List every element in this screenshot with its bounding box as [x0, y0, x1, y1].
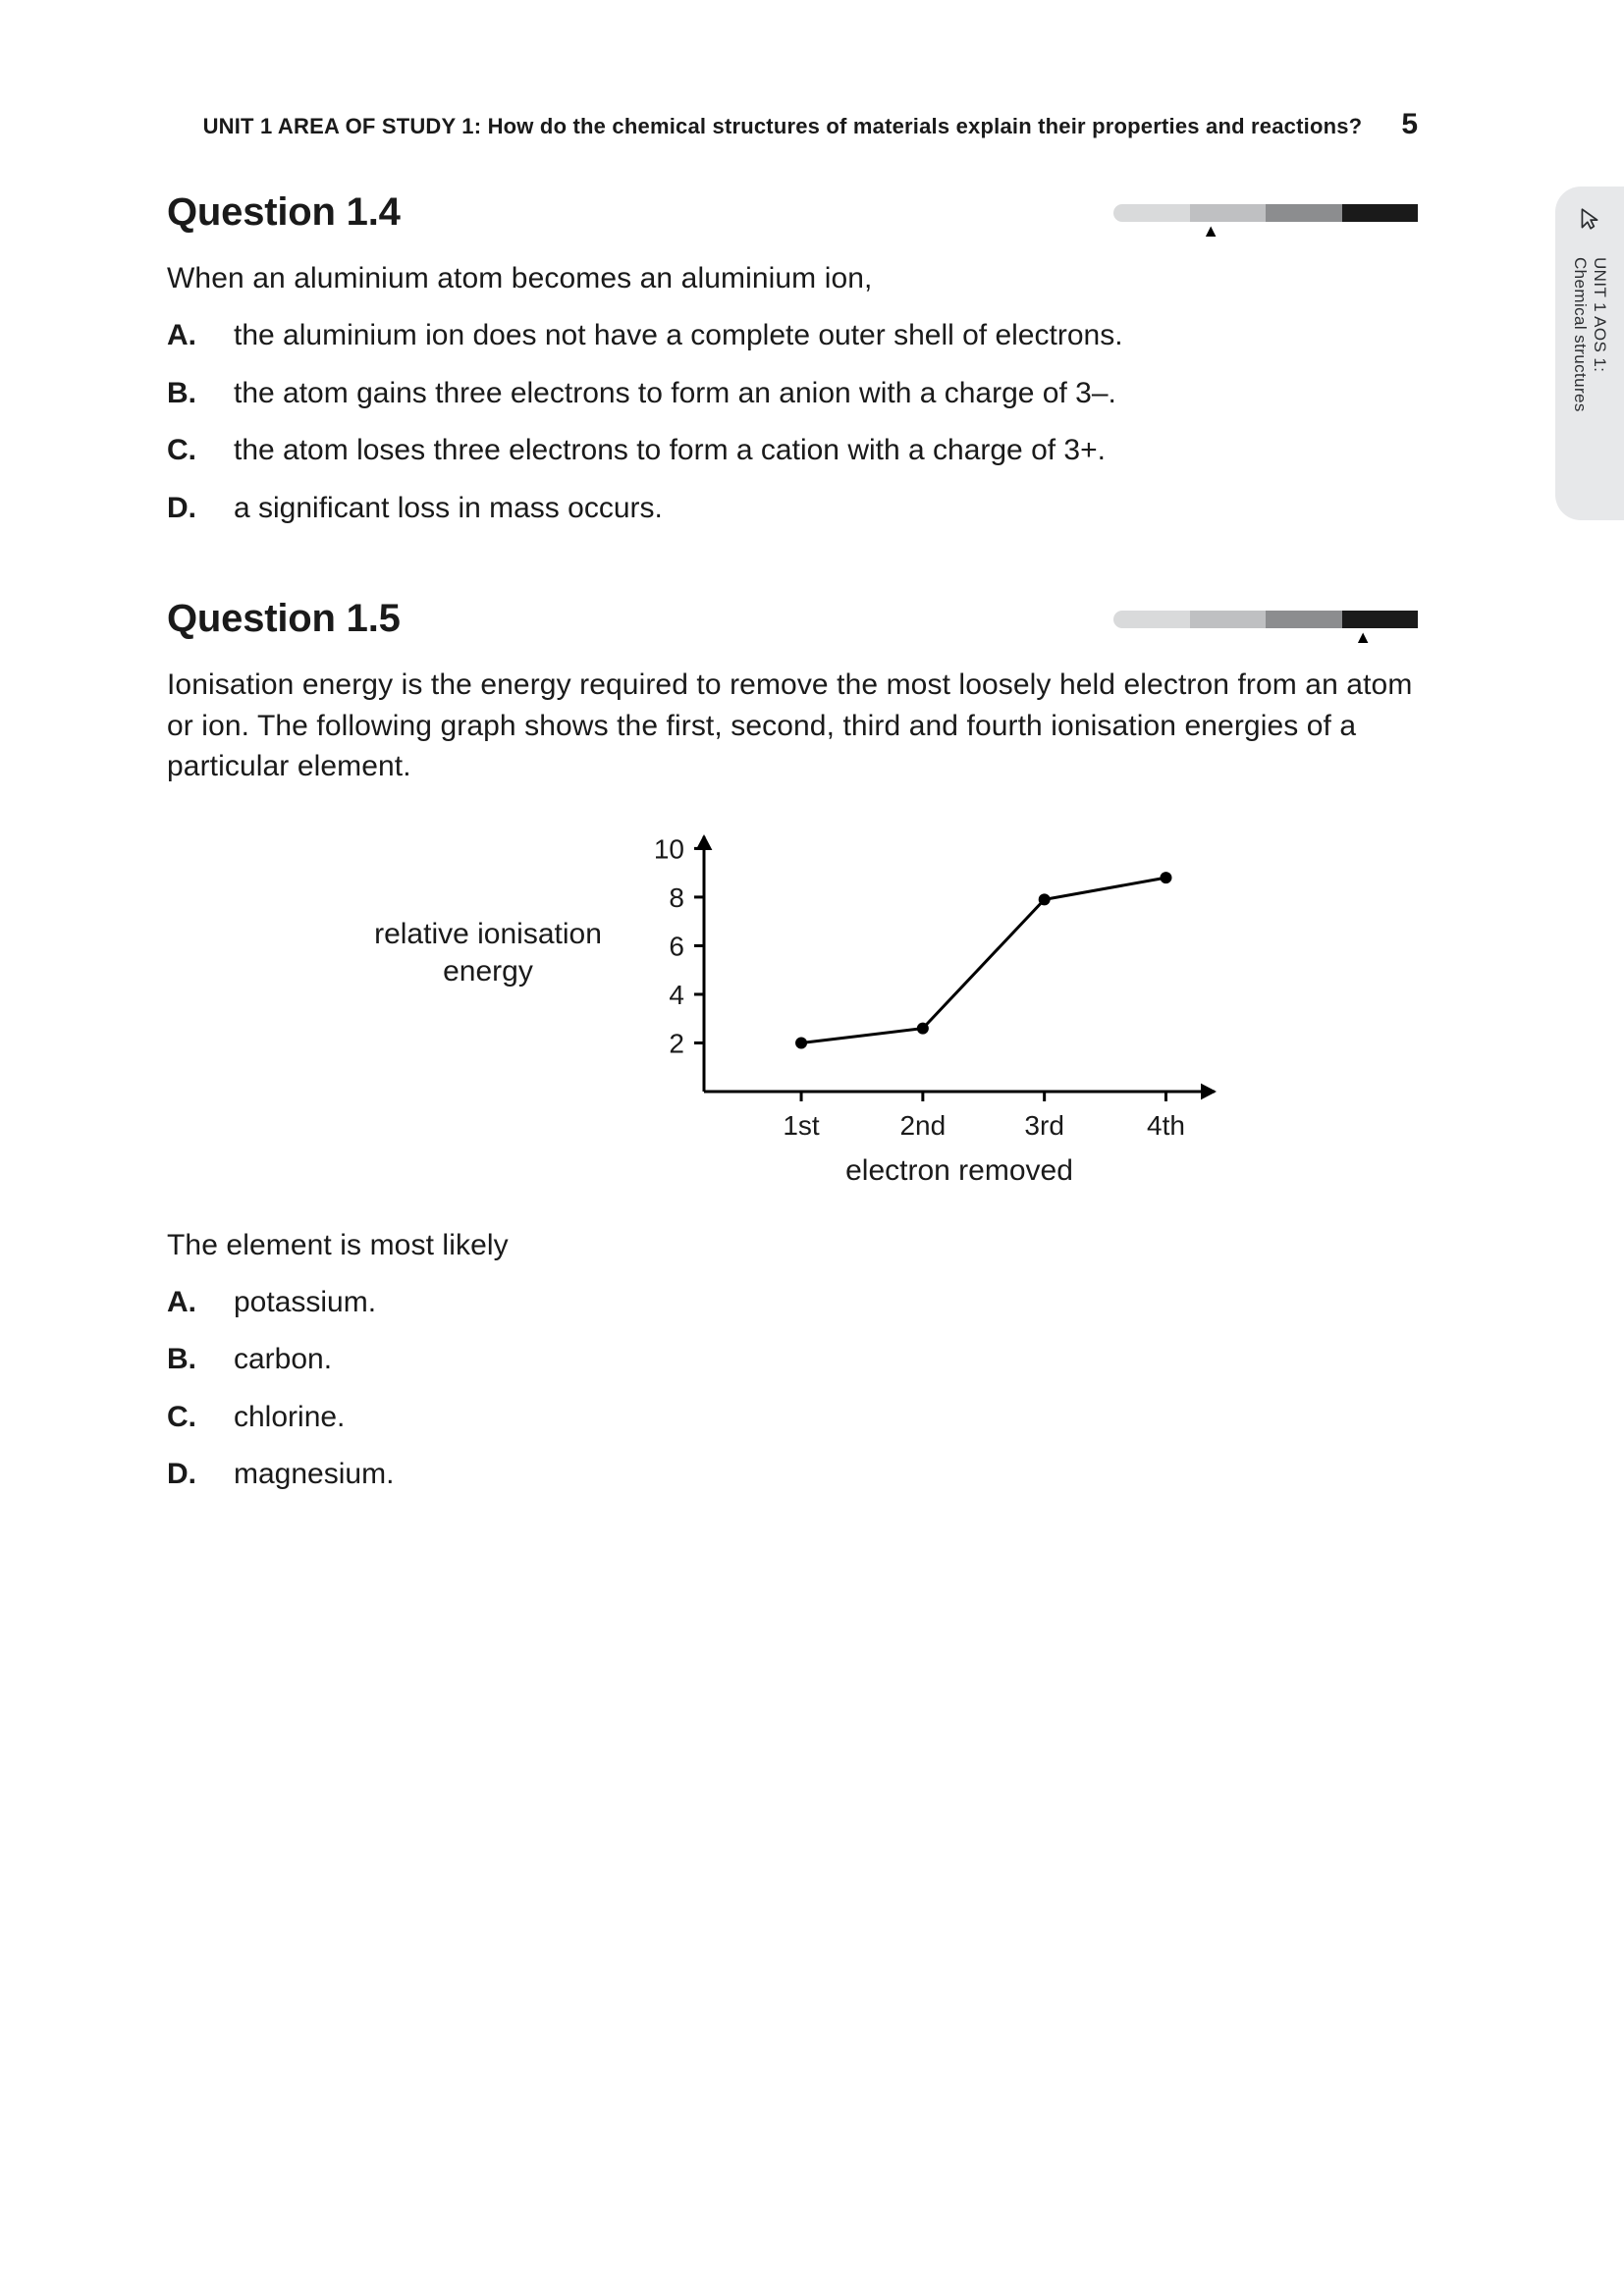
- chart-data-point: [795, 1037, 807, 1048]
- x-tick-label: 2nd: [899, 1110, 946, 1141]
- choice-label: C.: [167, 431, 200, 471]
- page: UNIT 1 AREA OF STUDY 1: How do the chemi…: [0, 0, 1624, 2296]
- choice-label: A.: [167, 316, 200, 356]
- choice[interactable]: B. the atom gains three electrons to form…: [167, 374, 1418, 414]
- cursor-icon: [1577, 206, 1602, 232]
- chart-series-line: [801, 878, 1165, 1042]
- y-tick-label: 6: [669, 931, 684, 961]
- choice-text: chlorine.: [234, 1398, 345, 1438]
- ionisation-chart: relative ionisation energy 2 4 6 8 10 1st 2nd 3rd…: [331, 817, 1254, 1190]
- y-tick-label: 10: [654, 833, 684, 864]
- choice[interactable]: A. the aluminium ion does not have a comp…: [167, 316, 1418, 356]
- choice-text: the atom gains three electrons to form a…: [234, 374, 1116, 414]
- question-block: Question 1.5 ▲ Ionisation energy is the en…: [167, 597, 1418, 1495]
- question-header-row: Question 1.4 ▲: [167, 190, 1418, 235]
- difficulty-segment: [1113, 611, 1190, 628]
- chart-container: relative ionisation energy 2 4 6 8 10 1st 2nd 3rd…: [167, 817, 1418, 1190]
- difficulty-bar: ▲: [1113, 204, 1418, 222]
- difficulty-segment: [1342, 611, 1419, 628]
- difficulty-segment: [1266, 204, 1342, 222]
- difficulty-marker: ▲: [1354, 628, 1372, 646]
- choice-text: potassium.: [234, 1283, 376, 1323]
- difficulty-segment: [1190, 204, 1267, 222]
- choice[interactable]: D. magnesium.: [167, 1455, 1418, 1495]
- y-tick-label: 8: [669, 881, 684, 912]
- choice-text: the aluminium ion does not have a comple…: [234, 316, 1123, 356]
- difficulty-bar: ▲: [1113, 611, 1418, 628]
- x-tick-label: 1st: [783, 1110, 820, 1141]
- side-tab-label: UNIT 1 AOS 1: Chemical structures: [1570, 257, 1609, 412]
- choice-label: B.: [167, 374, 200, 414]
- page-number: 5: [1401, 108, 1418, 141]
- choice-label: D.: [167, 1455, 200, 1495]
- y-tick-label: 2: [669, 1028, 684, 1058]
- choice-label: D.: [167, 489, 200, 529]
- x-tick-label: 4th: [1147, 1110, 1185, 1141]
- difficulty-segment: [1113, 204, 1190, 222]
- choice-text: carbon.: [234, 1340, 332, 1380]
- choice-list: A. potassium. B. carbon. C. chlorine. D. magnes…: [167, 1283, 1418, 1495]
- chart-data-point: [1160, 872, 1171, 883]
- choice-list: A. the aluminium ion does not have a comp…: [167, 316, 1418, 528]
- running-title: UNIT 1 AREA OF STUDY 1: How do the chemi…: [203, 114, 1363, 139]
- side-tab: UNIT 1 AOS 1: Chemical structures: [1555, 187, 1624, 520]
- questions-container: Question 1.4 ▲ When an aluminium atom beco…: [167, 190, 1418, 1495]
- chart-y-label-line1: relative ionisation: [374, 918, 602, 950]
- chart-data-point: [1039, 893, 1051, 905]
- choice-label: B.: [167, 1340, 200, 1380]
- difficulty-marker: ▲: [1202, 222, 1219, 240]
- question-stem: Ionisation energy is the energy required…: [167, 665, 1418, 786]
- choice[interactable]: D. a significant loss in mass occurs.: [167, 489, 1418, 529]
- choice[interactable]: C. chlorine.: [167, 1398, 1418, 1438]
- x-tick-label: 3rd: [1024, 1110, 1063, 1141]
- difficulty-segment: [1190, 611, 1267, 628]
- question-block: Question 1.4 ▲ When an aluminium atom beco…: [167, 190, 1418, 528]
- difficulty-segment: [1342, 204, 1419, 222]
- question-header-row: Question 1.5 ▲: [167, 597, 1418, 641]
- chart-data-point: [917, 1022, 929, 1034]
- choice-text: a significant loss in mass occurs.: [234, 489, 663, 529]
- chart-x-label: electron removed: [845, 1154, 1073, 1187]
- choice-label: A.: [167, 1283, 200, 1323]
- difficulty-segment: [1266, 611, 1342, 628]
- y-tick-label: 4: [669, 980, 684, 1010]
- side-tab-line2: Chemical structures: [1571, 257, 1590, 412]
- side-tab-line1: UNIT 1 AOS 1:: [1591, 257, 1609, 372]
- question-title: Question 1.4: [167, 190, 401, 235]
- choice[interactable]: A. potassium.: [167, 1283, 1418, 1323]
- running-header: UNIT 1 AREA OF STUDY 1: How do the chemi…: [167, 108, 1418, 141]
- question-title: Question 1.5: [167, 597, 401, 641]
- choice-label: C.: [167, 1398, 200, 1438]
- x-axis-arrow: [1201, 1083, 1217, 1099]
- choice[interactable]: B. carbon.: [167, 1340, 1418, 1380]
- choice-text: magnesium.: [234, 1455, 394, 1495]
- question-stem: When an aluminium atom becomes an alumin…: [167, 258, 1418, 298]
- chart-y-label-line2: energy: [443, 955, 533, 988]
- choice-text: the atom loses three electrons to form a…: [234, 431, 1106, 471]
- choice[interactable]: C. the atom loses three electrons to form…: [167, 431, 1418, 471]
- question-stem-continued: The element is most likely: [167, 1225, 1418, 1265]
